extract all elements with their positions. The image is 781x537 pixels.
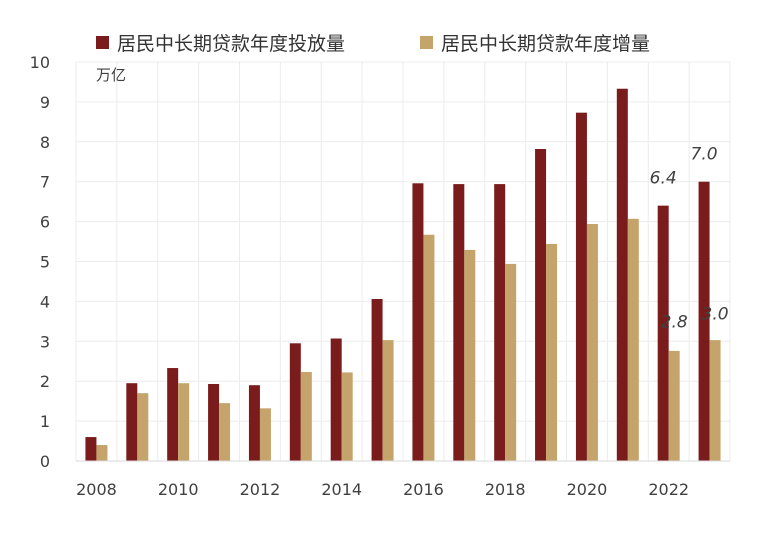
bar-increment-2013 <box>300 372 312 461</box>
x-tick-label: 2010 <box>158 480 199 499</box>
y-tick-label: 4 <box>40 292 50 311</box>
x-tick-label: 2016 <box>403 480 444 499</box>
bar-increment-2016 <box>423 234 435 461</box>
bars <box>85 88 721 461</box>
bar-increment-2011 <box>219 403 231 461</box>
bar-increment-2014 <box>341 372 353 461</box>
legend: 居民中长期贷款年度投放量 居民中长期贷款年度增量 <box>96 33 650 55</box>
bar-issuance-2015 <box>371 299 383 461</box>
legend-swatch <box>96 36 109 49</box>
annotations: 6.4 7.0 2.8 3.0 <box>650 145 729 333</box>
bar-issuance-2008 <box>85 437 97 461</box>
bar-issuance-2021 <box>616 88 628 461</box>
bar-issuance-2009 <box>126 383 138 461</box>
bar-increment-2018 <box>505 263 517 461</box>
bar-increment-2010 <box>178 383 190 461</box>
y-tick-label: 9 <box>40 93 50 112</box>
x-tick-label: 2012 <box>240 480 281 499</box>
bar-increment-2008 <box>96 445 108 461</box>
legend-label: 居民中长期贷款年度投放量 <box>117 33 345 55</box>
bar-increment-2017 <box>464 249 476 461</box>
bar-issuance-2023 <box>698 181 710 461</box>
bar-issuance-2022 <box>657 205 669 461</box>
bar-issuance-2019 <box>535 148 547 461</box>
bar-issuance-2010 <box>167 368 179 461</box>
bar-issuance-2013 <box>289 343 301 461</box>
y-tick-label: 7 <box>40 173 50 192</box>
unit-label: 万亿 <box>96 66 126 84</box>
bar-issuance-2011 <box>208 383 220 461</box>
bar-increment-2021 <box>627 218 639 461</box>
data-label-annotation: 7.0 <box>691 145 718 165</box>
bar-issuance-2014 <box>330 338 342 461</box>
y-tick-label: 3 <box>40 332 50 351</box>
y-tick-label: 5 <box>40 253 50 272</box>
x-tick-label: 2014 <box>321 480 362 499</box>
grid-lines <box>75 61 731 462</box>
bar-increment-2009 <box>137 393 149 461</box>
legend-swatch <box>420 36 433 49</box>
bar-issuance-2020 <box>575 112 587 461</box>
x-tick-label: 2018 <box>485 480 526 499</box>
bar-issuance-2018 <box>494 184 506 461</box>
bar-increment-2015 <box>382 340 394 461</box>
bar-increment-2020 <box>586 223 598 461</box>
bar-issuance-2012 <box>248 385 260 461</box>
x-tick-label: 2022 <box>648 480 689 499</box>
y-tick-label: 1 <box>40 412 50 431</box>
data-label-annotation: 3.0 <box>702 304 729 324</box>
x-tick-label: 2020 <box>567 480 608 499</box>
bar-issuance-2017 <box>453 184 465 461</box>
bar-increment-2019 <box>546 243 558 461</box>
bar-issuance-2016 <box>412 183 424 461</box>
y-tick-label: 0 <box>40 452 50 471</box>
y-tick-label: 8 <box>40 133 50 152</box>
axes: 0 1 2 3 4 5 6 7 8 9 10 2008 2010 2012 2014 2016 2018 2020… <box>30 53 730 499</box>
bar-increment-2022 <box>668 350 680 461</box>
data-label-annotation: 2.8 <box>661 312 688 332</box>
data-label-annotation: 6.4 <box>650 169 677 189</box>
bar-increment-2012 <box>259 408 271 461</box>
bar-increment-2023 <box>709 340 721 461</box>
y-tick-label: 6 <box>40 213 50 232</box>
x-tick-label: 2008 <box>76 480 117 499</box>
legend-label: 居民中长期贷款年度增量 <box>441 33 650 55</box>
y-tick-label: 10 <box>30 53 50 72</box>
y-tick-label: 2 <box>40 372 50 391</box>
